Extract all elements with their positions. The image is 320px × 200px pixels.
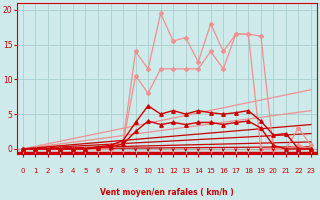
X-axis label: Vent moyen/en rafales ( km/h ): Vent moyen/en rafales ( km/h ) [100,188,234,197]
